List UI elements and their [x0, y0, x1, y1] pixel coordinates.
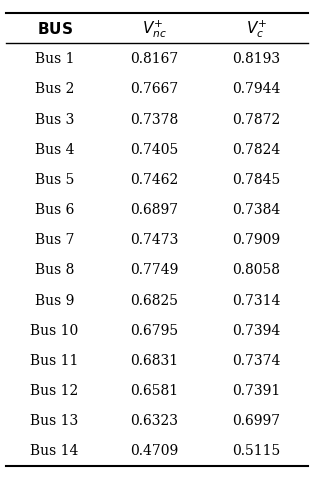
Text: 0.7405: 0.7405 — [130, 143, 178, 156]
Text: Bus 3: Bus 3 — [35, 112, 74, 126]
Text: 0.7749: 0.7749 — [130, 263, 178, 277]
Text: Bus 10: Bus 10 — [30, 323, 78, 337]
Text: Bus 13: Bus 13 — [30, 413, 78, 427]
Text: 0.6831: 0.6831 — [130, 353, 178, 367]
Text: 0.7667: 0.7667 — [130, 82, 178, 96]
Text: 0.6323: 0.6323 — [130, 413, 178, 427]
Text: 0.6997: 0.6997 — [232, 413, 280, 427]
Text: Bus 11: Bus 11 — [30, 353, 79, 367]
Text: 0.7909: 0.7909 — [232, 233, 280, 247]
Text: 0.4709: 0.4709 — [130, 444, 178, 457]
Text: 0.6897: 0.6897 — [130, 203, 178, 216]
Text: 0.6795: 0.6795 — [130, 323, 178, 337]
Text: 0.7845: 0.7845 — [232, 172, 281, 187]
Text: 0.8167: 0.8167 — [130, 52, 178, 66]
Text: Bus 9: Bus 9 — [35, 293, 74, 307]
Text: 0.7394: 0.7394 — [232, 323, 281, 337]
Text: 0.7391: 0.7391 — [232, 384, 281, 397]
Text: $V_c^{+}$: $V_c^{+}$ — [246, 18, 267, 40]
Text: 0.8058: 0.8058 — [232, 263, 280, 277]
Text: 0.7314: 0.7314 — [232, 293, 281, 307]
Text: 0.7473: 0.7473 — [130, 233, 178, 247]
Text: 0.7374: 0.7374 — [232, 353, 281, 367]
Text: $V_{nc}^{+}$: $V_{nc}^{+}$ — [142, 18, 166, 40]
Text: 0.6581: 0.6581 — [130, 384, 178, 397]
Text: 0.7872: 0.7872 — [232, 112, 281, 126]
Text: Bus 14: Bus 14 — [30, 444, 79, 457]
Text: $\mathbf{BUS}$: $\mathbf{BUS}$ — [36, 21, 73, 37]
Text: 0.5115: 0.5115 — [232, 444, 281, 457]
Text: 0.7378: 0.7378 — [130, 112, 178, 126]
Text: Bus 12: Bus 12 — [30, 384, 78, 397]
Text: 0.8193: 0.8193 — [232, 52, 280, 66]
Text: 0.6825: 0.6825 — [130, 293, 178, 307]
Text: 0.7824: 0.7824 — [232, 143, 281, 156]
Text: Bus 2: Bus 2 — [35, 82, 74, 96]
Text: Bus 7: Bus 7 — [35, 233, 74, 247]
Text: Bus 4: Bus 4 — [35, 143, 74, 156]
Text: 0.7944: 0.7944 — [232, 82, 281, 96]
Text: Bus 8: Bus 8 — [35, 263, 74, 277]
Text: Bus 1: Bus 1 — [35, 52, 74, 66]
Text: 0.7384: 0.7384 — [232, 203, 281, 216]
Text: 0.7462: 0.7462 — [130, 172, 178, 187]
Text: Bus 6: Bus 6 — [35, 203, 74, 216]
Text: Bus 5: Bus 5 — [35, 172, 74, 187]
